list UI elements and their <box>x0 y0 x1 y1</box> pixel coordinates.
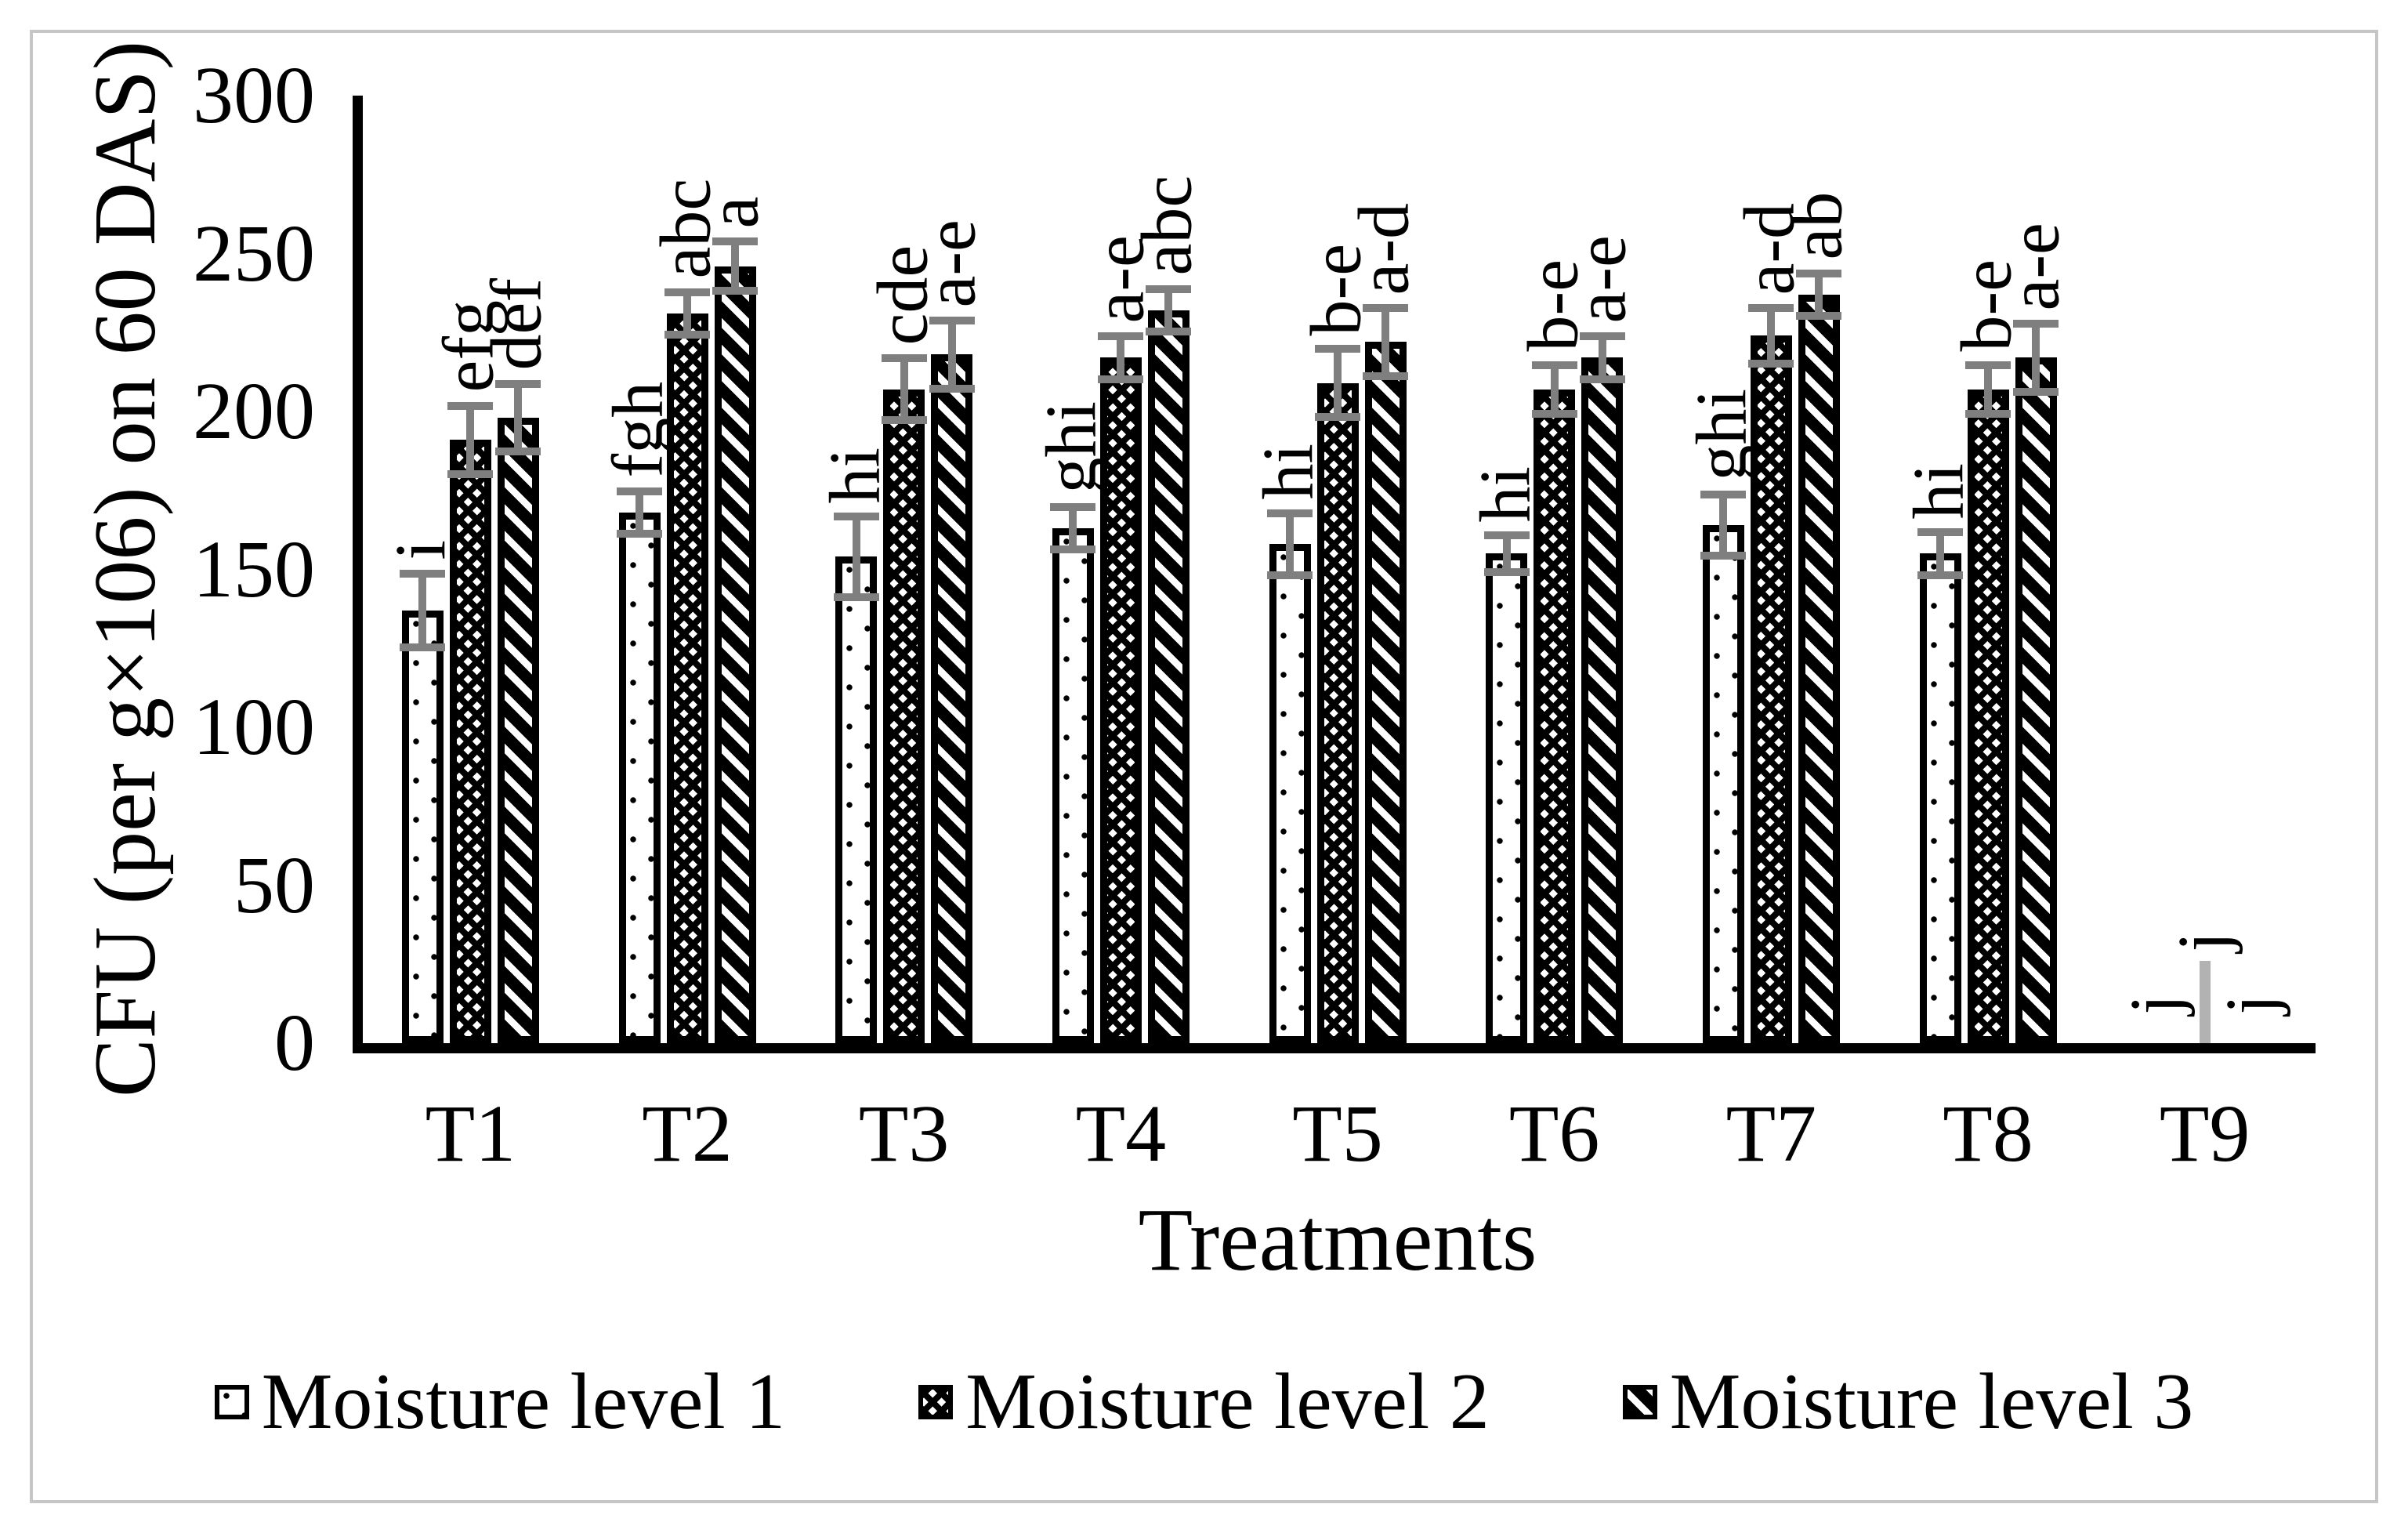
x-tick-label: T9 <box>2159 1089 2250 1179</box>
error-bar <box>400 569 446 652</box>
bar-T1-series3 <box>497 418 539 1043</box>
error-bar <box>1483 531 1530 576</box>
error-bar <box>617 487 662 538</box>
error-bar <box>1748 303 1794 368</box>
bar-T7-series2 <box>1750 335 1792 1043</box>
error-bar <box>1796 269 1842 321</box>
significance-label: hi <box>1465 466 1545 523</box>
error-bar <box>1146 284 1192 336</box>
x-tick-label: T1 <box>425 1089 516 1179</box>
legend-item-moisture-1: Moisture level 1 <box>214 1357 786 1446</box>
y-tick-label: 200 <box>193 366 315 456</box>
bar-T4-series1 <box>1052 528 1094 1043</box>
bar-T1-series2 <box>449 440 491 1043</box>
error-bar <box>1917 528 1963 579</box>
significance-label: def <box>476 278 556 371</box>
significance-label: a-d <box>1343 202 1424 295</box>
legend-label: Moisture level 1 <box>261 1357 786 1446</box>
bar-T2-series2 <box>666 313 708 1043</box>
significance-label: ab <box>1776 191 1857 260</box>
significance-label: a-e <box>1993 222 2074 311</box>
bar-T3-series3 <box>931 354 973 1043</box>
significance-label: ghi <box>1681 389 1762 481</box>
error-bar <box>1579 332 1625 383</box>
error-bar <box>929 317 975 393</box>
y-tick-label: 100 <box>193 682 315 772</box>
significance-label: i <box>380 539 461 560</box>
significance-label: fgh <box>597 382 678 478</box>
significance-label: hi <box>1247 444 1328 500</box>
bar-T5-series1 <box>1269 544 1311 1043</box>
x-tick-label: T5 <box>1292 1089 1383 1179</box>
bar-T6-series3 <box>1581 357 1624 1043</box>
error-bar <box>2199 961 2211 1043</box>
bar-T5-series2 <box>1316 382 1359 1043</box>
significance-label: abc <box>645 179 726 279</box>
legend-swatch-checker-icon <box>918 1385 954 1419</box>
error-bar <box>664 288 710 339</box>
bar-T8-series1 <box>1919 553 1961 1043</box>
error-bar <box>1267 509 1313 579</box>
significance-label: a-e <box>910 219 990 308</box>
bar-T7-series1 <box>1702 525 1744 1043</box>
legend-swatch-dots-icon <box>214 1385 249 1419</box>
bar-T5-series3 <box>1364 342 1407 1043</box>
bar-T2-series1 <box>618 512 661 1043</box>
x-tick-label: T7 <box>1725 1089 1817 1179</box>
bar-T3-series2 <box>883 389 925 1043</box>
x-tick-label: T3 <box>858 1089 950 1179</box>
error-bar <box>1965 361 2011 419</box>
x-tick-label: T6 <box>1508 1089 1600 1179</box>
legend-item-moisture-2: Moisture level 2 <box>918 1362 1490 1442</box>
significance-label: a <box>693 196 773 229</box>
error-bar <box>1531 361 1577 419</box>
y-tick-label: 150 <box>193 524 315 614</box>
bar-T7-series3 <box>1798 294 1840 1043</box>
significance-label: j <box>2115 995 2196 1015</box>
x-axis-title: Treatments <box>1138 1190 1537 1289</box>
y-tick-label: 300 <box>193 50 315 140</box>
error-bar <box>881 354 927 425</box>
bar-T6-series2 <box>1534 389 1576 1043</box>
bar-T2-series3 <box>714 266 756 1043</box>
bar-T8-series2 <box>1967 389 2009 1043</box>
legend-label: Moisture level 3 <box>1669 1357 2194 1446</box>
x-tick-label: T8 <box>1943 1089 2033 1179</box>
legend-swatch-stripes-icon <box>1622 1385 1657 1419</box>
error-bar <box>495 379 541 456</box>
bar-T4-series3 <box>1147 310 1190 1043</box>
error-bar <box>1050 502 1096 554</box>
significance-label: j <box>2211 995 2291 1015</box>
significance-label: hi <box>1898 462 1979 520</box>
error-bar <box>1315 345 1360 422</box>
error-bar <box>1700 490 1747 560</box>
legend: Moisture level 1 Moisture level 2 Moistu… <box>0 1362 2408 1442</box>
x-axis-line <box>353 1043 2316 1053</box>
error-bar <box>1363 303 1408 380</box>
bar-T3-series1 <box>835 556 878 1043</box>
y-axis-line <box>353 96 363 1053</box>
x-tick-label: T4 <box>1075 1089 1167 1179</box>
significance-label: j <box>2163 931 2243 952</box>
significance-label: hi <box>814 447 895 503</box>
bar-T1-series1 <box>401 610 444 1043</box>
significance-label: a-e <box>1560 234 1641 324</box>
bar-T6-series1 <box>1486 553 1528 1043</box>
x-tick-label: T2 <box>642 1089 733 1179</box>
bar-T8-series3 <box>2015 357 2057 1043</box>
y-tick-label: 0 <box>274 998 315 1088</box>
error-bar <box>2013 320 2059 396</box>
error-bar <box>447 401 494 478</box>
legend-item-moisture-3: Moisture level 3 <box>1622 1357 2194 1446</box>
bar-T4-series2 <box>1099 357 1142 1043</box>
error-bar <box>833 512 879 601</box>
significance-label: abc <box>1126 176 1207 276</box>
y-tick-label: 250 <box>193 208 315 299</box>
error-bar <box>1098 332 1144 383</box>
error-bar <box>712 237 758 295</box>
y-tick-label: 50 <box>234 839 315 930</box>
significance-label: ghi <box>1030 401 1111 494</box>
legend-label: Moisture level 2 <box>965 1357 1490 1446</box>
